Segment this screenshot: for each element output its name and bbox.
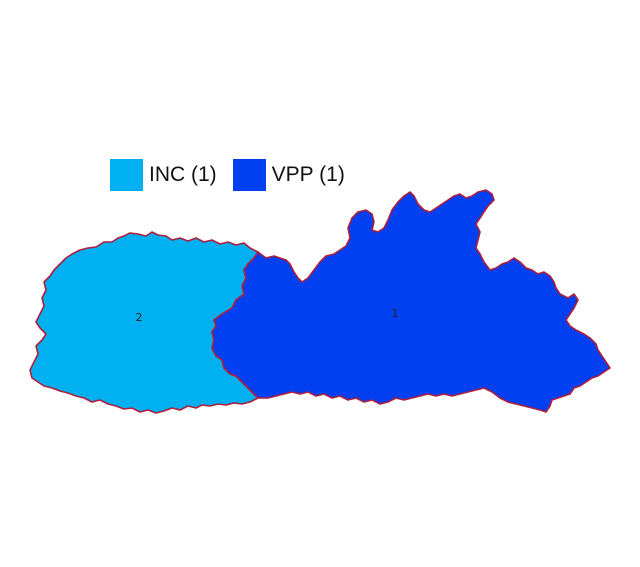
region-1-vpp [211,189,611,413]
legend-label-inc: INC (1) [149,163,217,186]
map-legend: INC (1) VPP (1) [110,159,361,191]
legend-label-vpp: VPP (1) [271,163,345,186]
legend-item-vpp: VPP (1) [232,159,345,191]
legend-swatch-vpp [232,159,266,191]
legend-swatch-inc [110,159,143,191]
region-1-label: 1 [392,307,399,320]
legend-item-inc: INC (1) [110,159,217,191]
region-2-label: 2 [136,311,143,324]
